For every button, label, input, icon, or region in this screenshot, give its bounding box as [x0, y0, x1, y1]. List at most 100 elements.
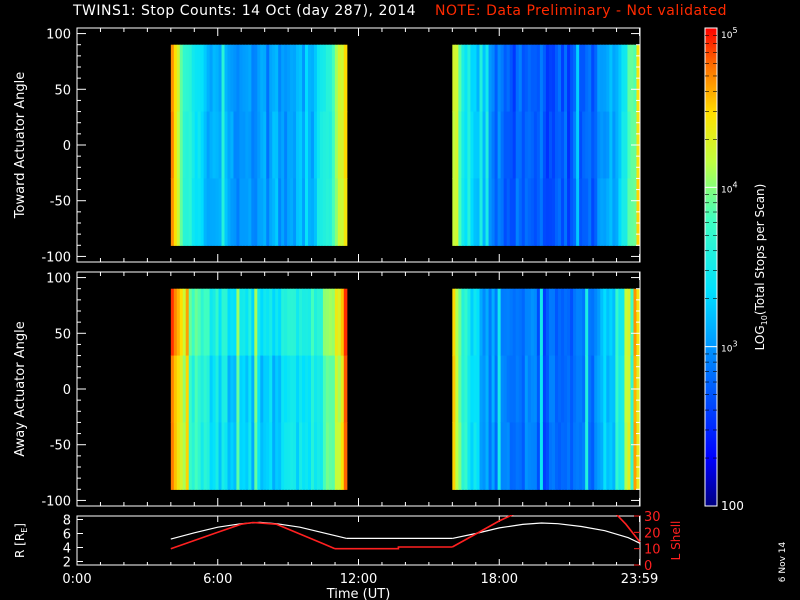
heat-cell [582, 422, 586, 490]
heat-cell [275, 111, 279, 180]
colorbar-label: LOG10(Total Stops per Scan) [753, 184, 769, 351]
heat-cell [573, 111, 577, 180]
heat-cell [236, 44, 241, 113]
x-tick-label: 23:59 [621, 572, 658, 587]
heat-cell [325, 44, 330, 113]
heat-cell [612, 288, 616, 357]
heat-cell [215, 44, 220, 113]
heat-cell [230, 178, 235, 246]
heat-cell [488, 355, 493, 424]
heat-cell [570, 422, 574, 490]
heat-cell [539, 44, 544, 113]
heat-cell [482, 111, 487, 180]
heat-cell [515, 422, 520, 490]
heat-cell [597, 355, 601, 424]
heat-cell [615, 44, 619, 113]
heat-cell [266, 288, 270, 357]
heat-cell [530, 44, 535, 113]
heat-cell [506, 44, 511, 113]
heat-cell [287, 422, 291, 490]
heat-cell [551, 111, 556, 180]
heat-cell [503, 44, 508, 113]
heat-cell [188, 288, 193, 357]
heat-cell [337, 178, 342, 246]
heat-cell [551, 178, 556, 246]
heat-cell [293, 111, 297, 180]
heat-cell [239, 44, 243, 113]
heat-cell [618, 355, 623, 424]
heat-cell [621, 422, 626, 490]
y-tick-label: 0 [63, 139, 71, 154]
heat-cell [512, 422, 517, 490]
heat-cell [185, 422, 190, 490]
heat-cell [290, 111, 294, 180]
heat-cell [503, 111, 508, 180]
panel-away [170, 288, 641, 490]
heat-cell [551, 422, 556, 490]
heat-cell [488, 422, 493, 490]
y-tick-label: 0 [63, 383, 71, 398]
heat-cell [594, 44, 598, 113]
heat-cell [585, 44, 589, 113]
heat-cell [227, 355, 232, 424]
heat-cell [334, 44, 339, 113]
heat-cell [452, 422, 456, 490]
heat-cell [170, 355, 175, 424]
heat-cell [554, 178, 559, 246]
heat-cell [230, 288, 235, 357]
heat-cell [518, 288, 523, 357]
heat-cell [191, 422, 196, 490]
heat-cell [597, 178, 601, 246]
heat-cell [331, 355, 336, 424]
heat-cell [340, 111, 345, 180]
heat-cell [179, 111, 184, 180]
heat-cell [524, 44, 529, 113]
heat-cell [573, 288, 577, 357]
heat-cell [582, 178, 586, 246]
heat-cell [182, 355, 187, 424]
heat-cell [606, 355, 610, 424]
heat-cell [194, 178, 199, 246]
heat-cell [470, 355, 475, 424]
heat-cell [464, 178, 469, 246]
heat-cell [609, 111, 613, 180]
heat-cell [242, 288, 246, 357]
heat-cell [221, 44, 226, 113]
heat-cell [200, 288, 205, 357]
heat-cell [533, 422, 538, 490]
heat-cell [624, 355, 629, 424]
heat-cell [302, 422, 306, 490]
heat-cell [476, 355, 481, 424]
heat-cell [497, 355, 502, 424]
heat-cell [600, 178, 604, 246]
heat-cell [497, 422, 502, 490]
heat-cell [185, 44, 190, 113]
heat-cell [248, 178, 252, 246]
heat-cell [275, 422, 279, 490]
heat-cell [588, 355, 592, 424]
heat-cell [287, 44, 291, 113]
heat-cell [533, 178, 538, 246]
heat-cell [567, 288, 571, 357]
l-shell-axis-label: L Shell [669, 521, 683, 561]
heat-cell [173, 111, 178, 180]
heat-cell [564, 422, 568, 490]
x-tick-label: 0:00 [62, 572, 91, 587]
heat-cell [233, 178, 238, 246]
heat-cell [245, 355, 249, 424]
heat-cell [331, 178, 336, 246]
heat-cell [328, 355, 333, 424]
heat-cell [236, 178, 241, 246]
heat-cell [621, 44, 626, 113]
heat-cell [558, 355, 562, 424]
heat-cell [494, 355, 499, 424]
heat-cell [251, 111, 255, 180]
heat-cell [597, 288, 601, 357]
heat-cell [299, 178, 303, 246]
heat-cell [334, 288, 339, 357]
heat-cell [603, 178, 607, 246]
axes-toward: 100 50 0 -50 -100 Toward Actuator Angle [13, 27, 641, 265]
heat-cell [322, 111, 327, 180]
heat-cell [221, 355, 226, 424]
heat-cell [497, 44, 502, 113]
